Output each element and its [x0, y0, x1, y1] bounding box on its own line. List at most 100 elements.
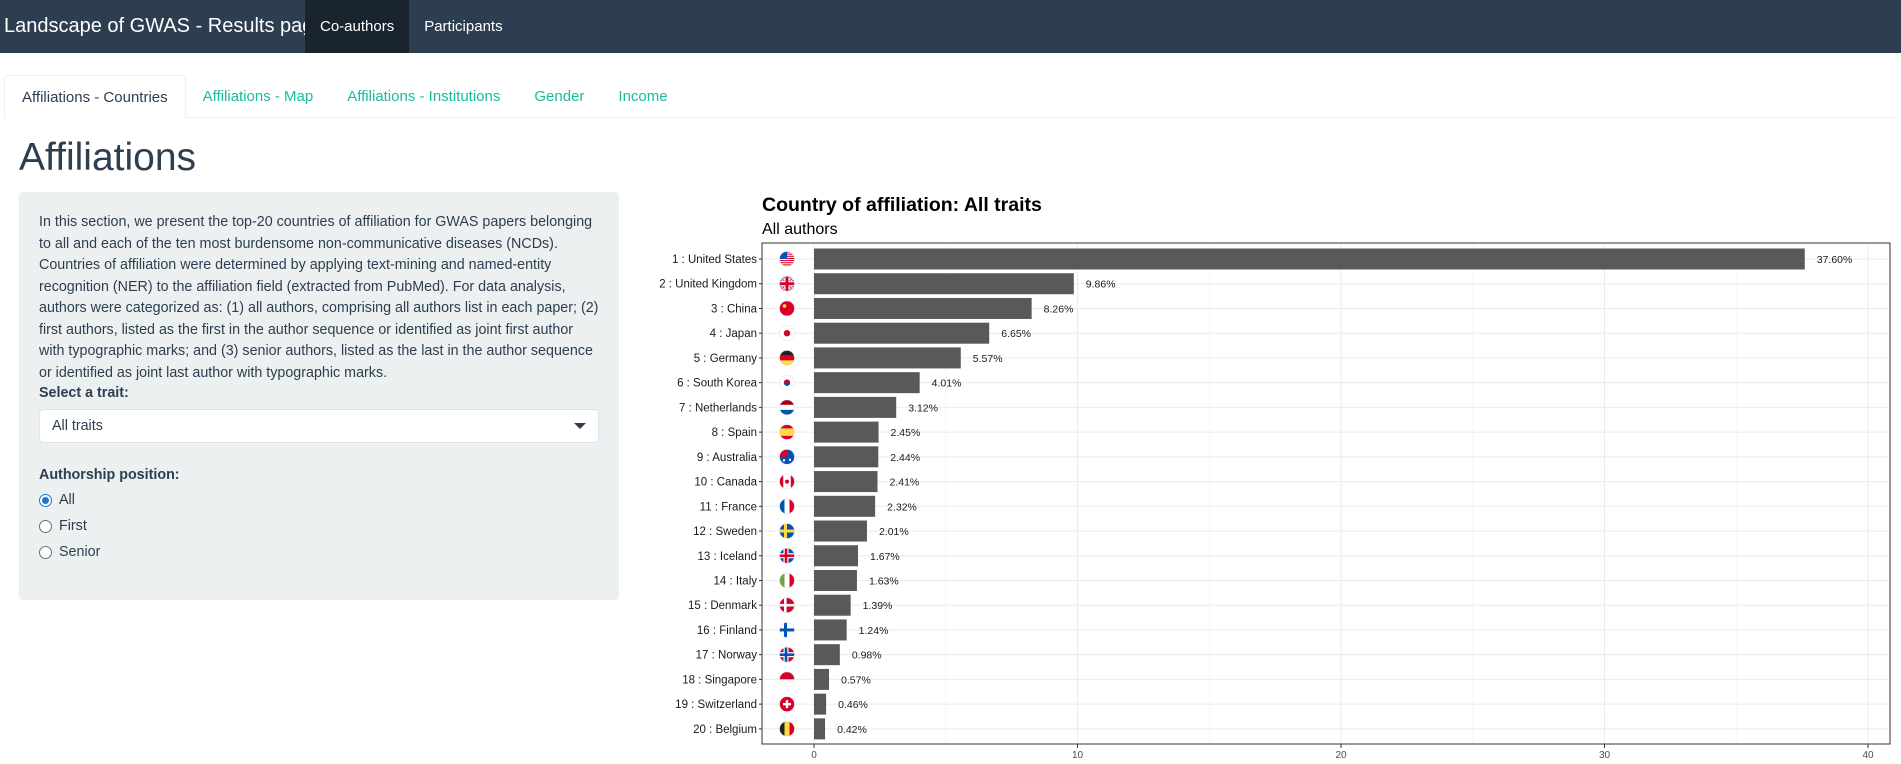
category-label: 1 : United States — [672, 254, 757, 266]
app-title[interactable]: Landscape of GWAS - Results page — [4, 15, 325, 37]
bar — [814, 520, 867, 542]
category-label: 17 : Norway — [696, 650, 758, 662]
es-flag-icon — [779, 424, 795, 440]
radio-button[interactable] — [39, 519, 52, 533]
bar — [814, 322, 990, 344]
page-title: Affiliations — [19, 136, 197, 179]
bar — [814, 421, 879, 443]
bar — [814, 446, 879, 468]
radio-option-all[interactable]: All — [39, 491, 599, 509]
is-flag-icon — [779, 548, 795, 564]
bar — [814, 668, 830, 690]
category-label: 15 : Denmark — [688, 600, 757, 612]
plot-border — [761, 242, 1891, 745]
dk-flag-icon — [779, 597, 795, 613]
be-flag-icon — [779, 721, 795, 737]
bar-value-label: 1.63% — [869, 575, 899, 587]
ch-flag-icon — [779, 696, 795, 712]
intro-text: In this section, we present the top-20 c… — [39, 214, 599, 381]
x-tick-label: 30 — [1599, 750, 1611, 761]
plot-area: 0 10 20 30 40 37.60% 1 : United States 9.86% 2 :… — [659, 242, 1891, 761]
category-label: 19 : Switzerland — [675, 699, 757, 711]
nav-co-authors[interactable]: Co-authors — [305, 0, 410, 53]
au-flag-icon — [779, 449, 795, 465]
category-label: 10 : Canada — [694, 477, 757, 489]
x-tick-label: 40 — [1862, 750, 1874, 761]
bar — [814, 594, 851, 616]
category-label: 14 : Italy — [714, 575, 758, 587]
category-label: 5 : Germany — [694, 353, 758, 365]
us-flag-icon — [779, 251, 795, 267]
radio-button[interactable] — [39, 545, 52, 559]
ca-flag-icon — [779, 473, 795, 490]
tab-affiliations-countries[interactable]: Affiliations - Countries — [4, 75, 186, 119]
bar — [814, 718, 826, 740]
bar-value-label: 5.57% — [973, 353, 1003, 365]
category-label: 6 : South Korea — [677, 378, 758, 390]
bar-value-label: 4.01% — [932, 378, 962, 390]
radio-label: All — [59, 492, 75, 508]
bar-value-label: 1.39% — [863, 600, 893, 612]
bar — [814, 297, 1032, 319]
bar-value-label: 37.60% — [1817, 254, 1853, 266]
bar — [814, 569, 857, 591]
trait-label: Select a trait: — [39, 385, 129, 401]
bar-value-label: 0.98% — [852, 650, 882, 662]
bar — [814, 273, 1074, 295]
bar-value-label: 0.46% — [838, 699, 868, 711]
trait-select[interactable]: All traits — [39, 409, 599, 443]
radio-option-senior[interactable]: Senior — [39, 543, 599, 561]
cn-flag-icon — [779, 300, 795, 317]
radio-option-first[interactable]: First — [39, 517, 599, 535]
bar-value-label: 1.67% — [870, 551, 900, 563]
x-tick-label: 10 — [1072, 750, 1084, 761]
authorship-label: Authorship position: — [39, 467, 180, 483]
category-label: 4 : Japan — [710, 328, 757, 340]
bar-value-label: 9.86% — [1086, 279, 1116, 291]
category-label: 9 : Australia — [697, 452, 758, 464]
chevron-down-icon — [574, 423, 586, 429]
bar — [814, 372, 920, 394]
category-label: 12 : Sweden — [693, 526, 757, 538]
bar — [814, 644, 840, 666]
no-flag-icon — [779, 646, 795, 663]
tab-affiliations-institutions[interactable]: Affiliations - Institutions — [347, 88, 501, 105]
gb-flag-icon — [779, 275, 795, 292]
it-flag-icon — [779, 572, 795, 589]
x-tick-label: 20 — [1335, 750, 1347, 761]
bar-value-label: 8.26% — [1044, 303, 1074, 315]
nav-participants[interactable]: Participants — [424, 18, 503, 35]
navbar: Landscape of GWAS - Results page Co-auth… — [0, 0, 1901, 53]
radio-label: First — [59, 518, 87, 534]
bar-value-label: 3.12% — [908, 402, 938, 414]
category-label: 18 : Singapore — [682, 674, 757, 686]
category-label: 16 : Finland — [697, 625, 757, 637]
bar — [814, 495, 876, 517]
tab-affiliations-map[interactable]: Affiliations - Map — [202, 88, 314, 105]
kr-flag-icon — [779, 374, 795, 391]
bar-value-label: 1.24% — [859, 625, 889, 637]
radio-label: Senior — [59, 544, 101, 560]
bar-value-label: 2.44% — [890, 452, 920, 464]
category-label: 8 : Spain — [712, 427, 757, 439]
category-label: 2 : United Kingdom — [659, 279, 757, 291]
jp-flag-icon — [779, 325, 795, 341]
category-label: 20 : Belgium — [693, 724, 757, 736]
bar — [814, 347, 961, 369]
tab-income[interactable]: Income — [618, 88, 668, 105]
bar — [814, 619, 847, 641]
fi-flag-icon — [779, 622, 795, 638]
tab-gender[interactable]: Gender — [534, 88, 585, 105]
category-label: 3 : China — [711, 303, 758, 315]
bar-value-label: 2.45% — [891, 427, 921, 439]
affiliation-bar-chart: Country of affiliation: All traits All a… — [659, 194, 1891, 761]
bar-value-label: 0.57% — [841, 674, 871, 686]
bar — [814, 693, 827, 715]
bar — [814, 248, 1805, 270]
fr-flag-icon — [779, 498, 795, 515]
radio-button[interactable] — [39, 493, 52, 507]
de-flag-icon — [779, 350, 795, 366]
bar-value-label: 2.01% — [879, 526, 909, 538]
chart-subtitle: All authors — [762, 221, 838, 238]
tab-bar: Affiliations - Countries Affiliations - … — [4, 75, 1897, 119]
